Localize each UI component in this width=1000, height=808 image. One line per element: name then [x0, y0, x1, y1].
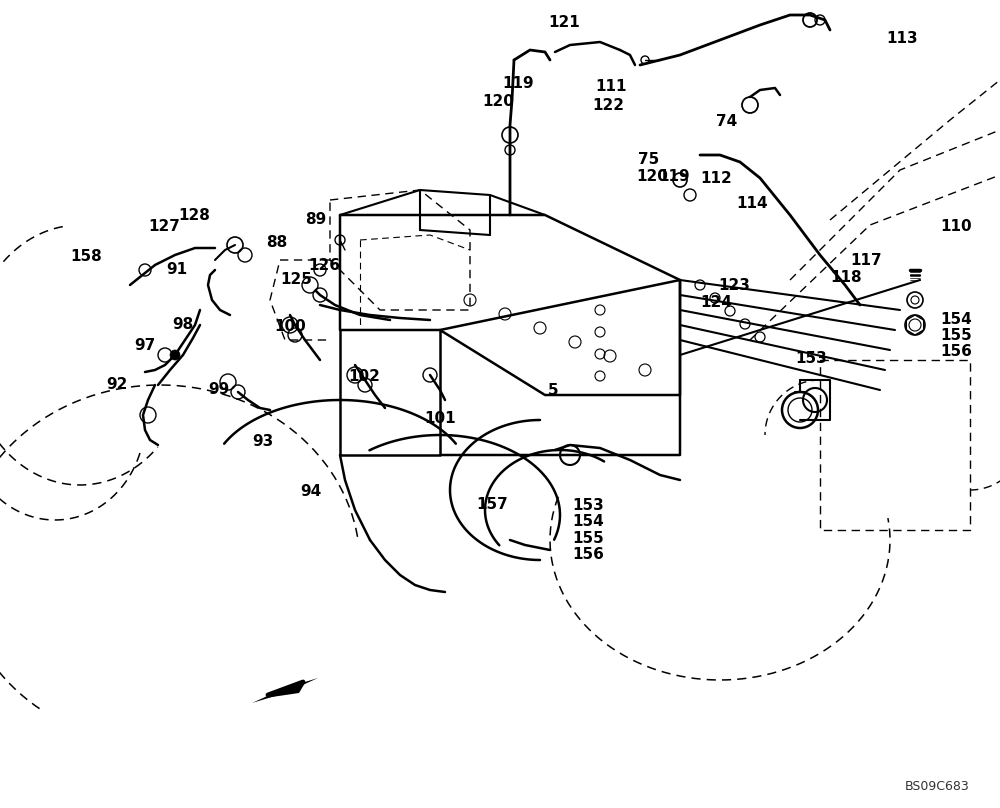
Text: 153: 153	[572, 499, 604, 513]
Text: 157: 157	[476, 497, 508, 511]
Text: 114: 114	[736, 196, 768, 211]
Text: 127: 127	[148, 219, 180, 234]
Polygon shape	[265, 683, 305, 698]
Text: 125: 125	[280, 272, 312, 287]
Circle shape	[302, 277, 318, 293]
Text: 153: 153	[795, 351, 827, 366]
Text: 122: 122	[592, 98, 624, 112]
Text: 89: 89	[305, 213, 326, 227]
Text: 5: 5	[548, 383, 559, 398]
Text: 119: 119	[658, 169, 690, 183]
Text: 155: 155	[572, 531, 604, 545]
Text: 124: 124	[700, 295, 732, 309]
Text: 154: 154	[940, 313, 972, 327]
Text: 75: 75	[638, 152, 659, 166]
Text: 99: 99	[208, 382, 229, 397]
Text: BS09C683: BS09C683	[905, 780, 970, 793]
Text: 123: 123	[718, 278, 750, 292]
Text: 156: 156	[940, 344, 972, 359]
Text: 117: 117	[850, 253, 882, 267]
Text: 88: 88	[266, 235, 287, 250]
Text: 91: 91	[166, 263, 187, 277]
Text: 158: 158	[70, 250, 102, 264]
Circle shape	[170, 350, 180, 360]
Text: 92: 92	[106, 377, 127, 392]
Polygon shape	[252, 678, 318, 703]
Text: 154: 154	[572, 515, 604, 529]
Text: 120: 120	[636, 169, 668, 183]
Text: 110: 110	[940, 219, 972, 234]
Text: 120: 120	[482, 95, 514, 109]
Text: 100: 100	[274, 319, 306, 334]
Text: 112: 112	[700, 171, 732, 186]
Text: 156: 156	[572, 547, 604, 562]
Text: 93: 93	[252, 434, 273, 448]
Text: 97: 97	[134, 339, 155, 353]
Text: 111: 111	[595, 79, 626, 94]
Text: 101: 101	[424, 411, 456, 426]
Text: 113: 113	[886, 32, 918, 46]
Text: 155: 155	[940, 328, 972, 343]
Text: 126: 126	[308, 258, 340, 272]
Text: 119: 119	[502, 76, 534, 90]
Text: 128: 128	[178, 208, 210, 223]
Text: 102: 102	[348, 369, 380, 384]
Text: 98: 98	[172, 318, 193, 332]
Text: 118: 118	[830, 271, 862, 285]
Text: 74: 74	[716, 114, 737, 128]
Text: 94: 94	[300, 484, 321, 499]
Text: 121: 121	[548, 15, 580, 30]
